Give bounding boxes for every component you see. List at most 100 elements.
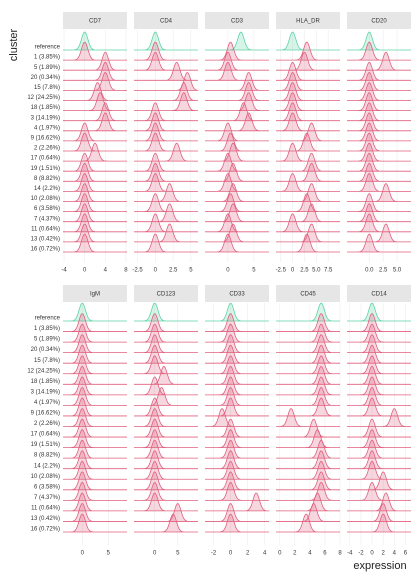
strip bbox=[276, 285, 340, 302]
ridge bbox=[276, 102, 340, 122]
ridge bbox=[205, 61, 269, 81]
ridge bbox=[63, 233, 127, 253]
ridge bbox=[63, 152, 127, 172]
row-label: 8 (8.82%) bbox=[34, 176, 60, 182]
ridge bbox=[63, 72, 127, 91]
ridge bbox=[347, 92, 411, 111]
x-tick-label: 0 bbox=[370, 551, 374, 557]
row-label: 12 (24.25%) bbox=[27, 95, 60, 101]
ridge bbox=[276, 41, 340, 61]
ridge bbox=[134, 429, 198, 448]
ridge bbox=[63, 82, 127, 101]
ridge bbox=[205, 122, 269, 142]
row-label: 20 (0.34%) bbox=[31, 347, 60, 353]
ridge bbox=[347, 132, 411, 152]
ridge bbox=[276, 132, 340, 152]
ridge bbox=[276, 233, 340, 253]
ridge bbox=[347, 302, 411, 322]
ridge bbox=[205, 72, 269, 91]
ridge bbox=[63, 471, 127, 491]
ridge bbox=[347, 102, 411, 122]
ridge bbox=[63, 376, 127, 396]
ridge bbox=[205, 397, 269, 417]
ridge bbox=[276, 397, 340, 417]
ridge bbox=[205, 92, 269, 111]
ridge bbox=[347, 334, 411, 354]
ridge bbox=[63, 223, 127, 243]
x-tick-label: 0.0 bbox=[365, 268, 374, 274]
ridge bbox=[205, 302, 269, 322]
ridge bbox=[205, 102, 269, 122]
ridge bbox=[205, 344, 269, 364]
ridge bbox=[347, 502, 411, 522]
ridge bbox=[347, 386, 411, 406]
ridge bbox=[276, 203, 340, 223]
ridge bbox=[134, 313, 198, 332]
ridge bbox=[276, 450, 340, 470]
ridge bbox=[63, 193, 127, 212]
ridge bbox=[276, 418, 340, 438]
row-label: 15 (7.8%) bbox=[34, 358, 60, 364]
row-label: 6 (3.58%) bbox=[34, 484, 60, 490]
ridge bbox=[134, 408, 198, 427]
ridge bbox=[276, 31, 340, 51]
ridge bbox=[347, 182, 411, 202]
x-tick-label: 7.5 bbox=[324, 268, 333, 274]
ridge bbox=[63, 31, 127, 51]
ridge bbox=[205, 471, 269, 491]
panel-title: HLA_DR bbox=[296, 19, 320, 25]
ridge bbox=[347, 233, 411, 253]
ridge bbox=[134, 41, 198, 61]
x-tick-label: 2 bbox=[246, 551, 250, 557]
ridge bbox=[134, 460, 198, 480]
ridge bbox=[134, 72, 199, 91]
row-label: 8 (8.82%) bbox=[34, 453, 60, 459]
row-label: 3 (14.19%) bbox=[31, 389, 60, 395]
ridge bbox=[205, 313, 269, 332]
ridge bbox=[276, 460, 340, 480]
ridge bbox=[276, 429, 340, 448]
ridge bbox=[205, 193, 269, 212]
ridge bbox=[205, 152, 269, 172]
ridge bbox=[134, 376, 198, 396]
row-label: 3 (14.19%) bbox=[31, 115, 60, 121]
ridge bbox=[347, 71, 411, 91]
ridge bbox=[347, 152, 411, 172]
ridge bbox=[347, 41, 411, 61]
ridge bbox=[63, 365, 127, 385]
panel-title: IgM bbox=[90, 292, 100, 298]
row-label: 10 (2.08%) bbox=[31, 474, 60, 480]
ridge bbox=[63, 323, 127, 343]
ridge bbox=[276, 152, 340, 172]
ridge bbox=[63, 51, 127, 71]
ridge bbox=[347, 61, 411, 81]
ridge bbox=[205, 366, 269, 385]
ridge bbox=[134, 61, 198, 81]
ridge bbox=[276, 122, 340, 142]
panel-title: CD3 bbox=[231, 19, 244, 25]
row-label: 4 (1.97%) bbox=[34, 400, 60, 406]
ridge bbox=[276, 365, 340, 385]
ridge bbox=[205, 41, 269, 61]
ridge bbox=[276, 82, 340, 101]
ridge bbox=[276, 62, 340, 81]
ridge bbox=[134, 418, 198, 438]
row-label: 2 (2.26%) bbox=[34, 146, 60, 152]
ridge bbox=[134, 223, 198, 243]
ridge bbox=[347, 82, 411, 101]
x-tick-label: 0 bbox=[153, 551, 157, 557]
ridge bbox=[63, 439, 127, 459]
ridge bbox=[347, 439, 411, 459]
ridge bbox=[205, 323, 269, 343]
ridge bbox=[347, 51, 411, 71]
row-label: 1 (3.85%) bbox=[34, 55, 60, 61]
ridge bbox=[63, 302, 127, 322]
row-label: 11 (0.64%) bbox=[31, 226, 60, 232]
ridge bbox=[276, 313, 340, 332]
row-label: 17 (0.64%) bbox=[31, 432, 60, 438]
ridge bbox=[276, 492, 340, 512]
x-tick-label: 4 bbox=[263, 551, 267, 557]
row-label: 10 (2.08%) bbox=[31, 196, 60, 202]
ridge bbox=[205, 439, 269, 459]
